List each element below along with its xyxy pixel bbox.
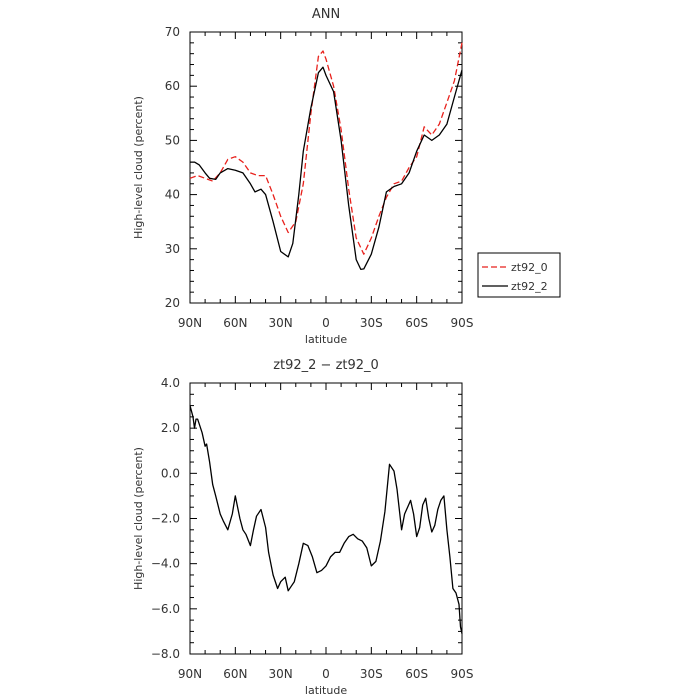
y-tick-label: 2.0 [161, 421, 180, 435]
x-tick-label: 60S [405, 667, 428, 681]
chart-title: ANN [312, 7, 340, 22]
x-tick-label: 90N [178, 667, 202, 681]
y-tick-label: 4.0 [161, 376, 180, 390]
y-tick-label: −6.0 [151, 602, 180, 616]
x-tick-label: 90S [451, 316, 474, 330]
x-axis-label: latitude [305, 333, 347, 346]
y-axis-label: High-level cloud (percent) [132, 447, 145, 590]
legend-box [477, 252, 561, 298]
x-tick-label: 60S [405, 316, 428, 330]
y-tick-label: 60 [165, 79, 180, 93]
x-tick-label: 30S [360, 667, 383, 681]
x-axis-label: latitude [305, 684, 347, 697]
x-tick-label: 60N [223, 667, 247, 681]
chart-panel-2: zt92_2 − zt92_0 90N 60N 30N 0 30S 60S 90S 4.0 2.0… [132, 358, 473, 697]
chart-panel-1: ANN 90N 60N 30N 0 30S 60S 90S 20 30 40 50 60 70 latitu… [132, 7, 561, 346]
x-tick-label: 30S [360, 316, 383, 330]
y-tick-label: 20 [165, 296, 180, 310]
y-tick-label: −4.0 [151, 557, 180, 571]
x-tick-label: 90S [451, 667, 474, 681]
y-tick-label: 70 [165, 25, 180, 39]
series-line-zt92_2 [190, 66, 463, 271]
chart-title: zt92_2 − zt92_0 [273, 358, 379, 373]
y-tick-label: 0.0 [161, 466, 180, 480]
x-tick-label: 0 [322, 667, 330, 681]
legend: zt92_0 zt92_2 [477, 252, 561, 298]
x-tick-label: 60N [223, 316, 247, 330]
x-tick-label: 90N [178, 316, 202, 330]
y-tick-label: 50 [165, 133, 180, 147]
legend-label: zt92_2 [511, 280, 548, 293]
plot-frame [189, 31, 463, 304]
legend-label: zt92_0 [511, 261, 548, 274]
series-line-diff-1 [189, 405, 463, 634]
x-tick-label: 30N [269, 667, 293, 681]
x-tick-label: 30N [269, 316, 293, 330]
y-axis-label: High-level cloud (percent) [132, 96, 145, 239]
y-tick-label: 40 [165, 188, 180, 202]
x-tick-label: 0 [322, 316, 330, 330]
y-tick-label: −8.0 [151, 647, 180, 661]
y-tick-label: −2.0 [151, 512, 180, 526]
y-tick-label: 30 [165, 242, 180, 256]
